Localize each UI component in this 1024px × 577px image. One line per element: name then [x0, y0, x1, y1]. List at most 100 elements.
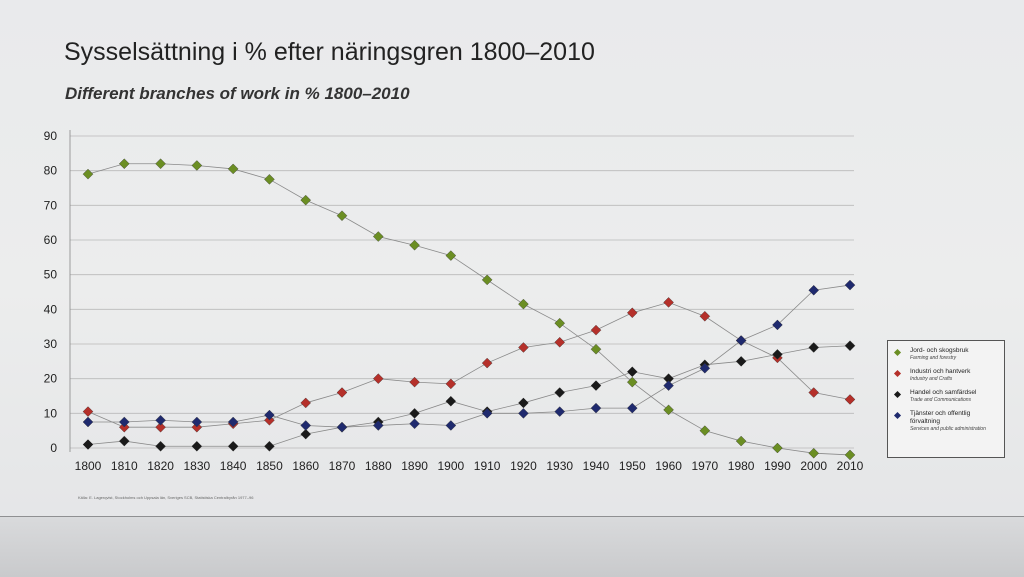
point-s0-1940	[590, 343, 602, 355]
point-s3-1810	[119, 416, 130, 428]
point-s2-1810	[119, 435, 130, 447]
legend-sublabel-farming: Farming and forestry	[910, 355, 957, 361]
legend-item-trade: Handel och samfärdsel Trade and Communic…	[892, 389, 1000, 403]
source-note: Källa: E. Lagerqvist, Stockholms och Upp…	[78, 495, 254, 500]
point-s0-1880	[373, 231, 384, 242]
x-tick-label-1920: 1920	[510, 459, 537, 473]
point-s3-1850	[264, 409, 275, 421]
legend-label-industry: Industri och hantverk	[910, 368, 971, 375]
point-s0-2010	[844, 449, 856, 461]
point-s0-1930	[554, 317, 565, 329]
point-s2-1900	[445, 395, 457, 407]
x-tick-label-1980: 1980	[728, 459, 755, 473]
legend-sublabel-services: Services and public administration	[910, 426, 986, 432]
point-s0-1920	[518, 298, 529, 310]
y-tick-label-60: 60	[44, 233, 58, 247]
point-s3-1940	[590, 402, 602, 414]
legend-sublabel-industry: Industry and Crafts	[910, 376, 953, 382]
point-s0-1980	[735, 435, 747, 447]
legend-item-services: Tjänster och offentlig förvaltning Servi…	[892, 410, 1000, 432]
point-s2-1890	[409, 408, 420, 419]
point-s0-1890	[409, 239, 420, 251]
x-tick-label-1960: 1960	[655, 459, 682, 473]
x-tick-label-1880: 1880	[365, 459, 392, 473]
point-s1-1960	[663, 297, 674, 308]
x-tick-label-1990: 1990	[764, 459, 791, 473]
point-s0-1800	[82, 168, 94, 180]
point-s1-1870	[336, 387, 348, 398]
chart-legend: Jord- och skogsbruk Farming and forestry…	[887, 340, 1005, 458]
point-s3-1860	[300, 420, 311, 431]
point-s3-1840	[227, 416, 239, 428]
series-line-0	[87, 163, 851, 456]
series-line-1	[87, 301, 851, 428]
point-s2-1930	[554, 387, 565, 398]
x-tick-label-2000: 2000	[800, 459, 827, 473]
point-s1-1900	[445, 378, 457, 390]
y-tick-label-0: 0	[50, 441, 57, 455]
point-s3-1870	[336, 421, 348, 433]
point-s1-1920	[518, 342, 529, 353]
y-tick-label-70: 70	[44, 198, 58, 212]
point-s3-1980	[735, 335, 747, 346]
legend-marker-farming	[893, 348, 902, 357]
point-s1-1820	[155, 421, 166, 433]
y-tick-label-80: 80	[44, 164, 58, 178]
x-tick-label-1940: 1940	[583, 459, 610, 473]
point-s0-1900	[445, 250, 457, 261]
point-s3-1820	[155, 414, 166, 426]
point-s2-1860	[300, 428, 311, 440]
point-s3-1890	[409, 418, 420, 430]
point-s0-1950	[627, 376, 638, 388]
chart-title: Sysselsättning i % efter näringsgren 180…	[64, 38, 595, 66]
y-tick-label-50: 50	[44, 268, 58, 282]
point-s2-1850	[264, 440, 275, 452]
point-s1-1930	[554, 336, 565, 348]
x-tick-label-1820: 1820	[147, 459, 174, 473]
point-s0-1830	[191, 160, 203, 171]
legend-sublabel-trade: Trade and Communications	[910, 397, 972, 403]
point-s2-1920	[518, 397, 529, 409]
x-tick-label-1810: 1810	[111, 459, 138, 473]
x-tick-label-1890: 1890	[401, 459, 428, 473]
x-tick-label-1930: 1930	[546, 459, 573, 473]
point-s2-1830	[191, 440, 203, 452]
point-s2-1820	[155, 440, 166, 452]
board-bottom-edge	[0, 516, 1024, 577]
point-s0-1860	[300, 194, 311, 206]
x-tick-label-1910: 1910	[474, 459, 501, 473]
point-s1-1950	[627, 307, 638, 319]
chart-subtitle: Different branches of work in % 1800–201…	[65, 84, 410, 103]
point-s1-2010	[844, 394, 856, 405]
point-s2-1950	[627, 366, 638, 378]
x-tick-label-1830: 1830	[184, 459, 211, 473]
point-s2-1940	[590, 380, 602, 391]
x-tick-label-1860: 1860	[292, 459, 319, 473]
point-s0-1960	[663, 404, 674, 416]
y-tick-label-40: 40	[44, 302, 58, 316]
point-s0-1850	[264, 174, 275, 185]
legend-marker-industry	[893, 369, 902, 378]
point-s2-1980	[735, 356, 747, 367]
point-s0-1990	[772, 442, 783, 454]
point-s2-2000	[808, 342, 819, 353]
x-tick-label-1950: 1950	[619, 459, 646, 473]
point-s0-2000	[808, 447, 819, 459]
y-tick-label-90: 90	[44, 129, 58, 143]
point-s0-1810	[119, 158, 130, 170]
point-s1-1970	[699, 310, 711, 322]
point-s0-1910	[481, 274, 493, 286]
point-s3-1910	[481, 408, 493, 419]
point-s1-2000	[808, 387, 819, 398]
point-s0-1840	[227, 163, 239, 175]
point-s1-1880	[373, 373, 384, 384]
x-tick-label-1870: 1870	[329, 459, 356, 473]
point-s2-1840	[227, 440, 239, 452]
point-s3-1950	[627, 402, 638, 414]
point-s3-1880	[373, 420, 384, 431]
point-s1-1860	[300, 397, 311, 409]
point-s3-1900	[445, 420, 457, 431]
point-s3-1960	[663, 380, 674, 391]
